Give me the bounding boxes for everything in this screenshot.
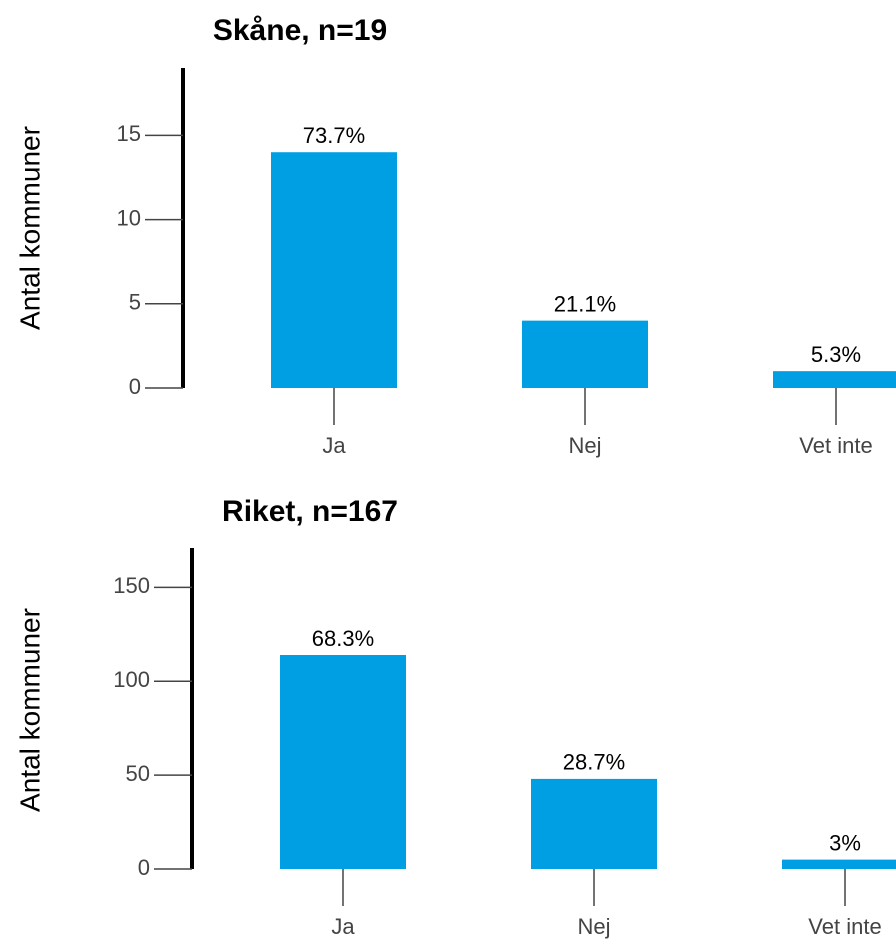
y-tick-label: 15 bbox=[117, 121, 141, 146]
x-tick-label: Vet inte bbox=[799, 433, 872, 458]
y-tick-label: 5 bbox=[129, 290, 141, 315]
y-tick-label: 150 bbox=[113, 573, 150, 598]
y-tick-label: 0 bbox=[129, 374, 141, 399]
y-axis-label: Antal kommuner bbox=[14, 608, 45, 812]
bar-annotation: 5.3% bbox=[811, 342, 861, 367]
bar-annotation: 21.1% bbox=[554, 291, 616, 316]
bar-annotation: 28.7% bbox=[563, 750, 625, 775]
x-tick-label: Nej bbox=[568, 433, 601, 458]
bar bbox=[522, 320, 648, 388]
x-tick-label: Vet inte bbox=[808, 914, 881, 939]
bar bbox=[271, 152, 397, 388]
bar-annotation: 3% bbox=[829, 830, 861, 855]
y-axis-label: Antal kommuner bbox=[14, 126, 45, 330]
x-tick-label: Nej bbox=[577, 914, 610, 939]
chart-title: Riket, n=167 bbox=[222, 495, 398, 528]
bar bbox=[531, 778, 657, 869]
x-tick-label: Ja bbox=[331, 914, 355, 939]
bar bbox=[280, 655, 406, 869]
chart-title: Skåne, n=19 bbox=[213, 14, 387, 47]
y-tick-label: 50 bbox=[126, 761, 150, 786]
bar-annotation: 73.7% bbox=[303, 123, 365, 148]
x-tick-label: Ja bbox=[322, 433, 346, 458]
y-tick-label: 100 bbox=[113, 667, 150, 692]
y-tick-label: 0 bbox=[138, 855, 150, 880]
bar bbox=[773, 371, 896, 388]
bar-annotation: 68.3% bbox=[312, 626, 374, 651]
bar bbox=[782, 859, 896, 869]
y-tick-label: 10 bbox=[117, 205, 141, 230]
